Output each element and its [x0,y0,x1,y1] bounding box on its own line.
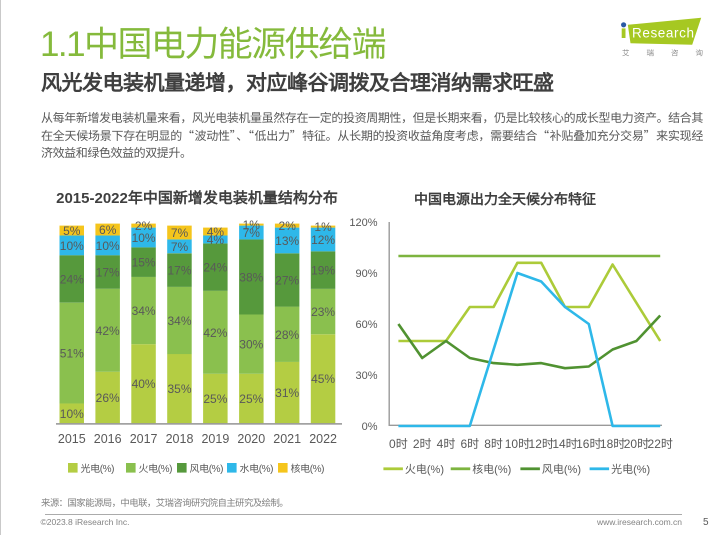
svg-text:水电(%): 水电(%) [240,460,274,475]
svg-text:18时: 18时 [600,435,625,452]
svg-text:7%: 7% [243,224,261,241]
svg-text:34%: 34% [132,302,156,319]
svg-text:28%: 28% [275,326,299,343]
svg-text:14时: 14时 [552,435,577,452]
svg-text:13%: 13% [275,232,299,249]
svg-text:2021: 2021 [273,428,301,447]
svg-text:10%: 10% [60,237,84,254]
svg-text:2019: 2019 [201,428,229,447]
svg-text:4%: 4% [207,231,225,248]
svg-text:24%: 24% [60,271,84,288]
svg-text:2015: 2015 [58,428,86,447]
svg-text:30%: 30% [355,367,377,383]
svg-text:15%: 15% [132,254,156,271]
svg-text:1%: 1% [243,216,261,233]
svg-text:2017: 2017 [130,428,158,447]
svg-text:2时: 2时 [413,435,432,452]
svg-text:60%: 60% [355,316,377,332]
svg-text:45%: 45% [311,370,335,387]
svg-text:40%: 40% [132,375,156,392]
svg-text:22时: 22时 [648,435,673,452]
svg-text:34%: 34% [167,312,191,329]
svg-text:10%: 10% [132,229,156,246]
svg-text:17%: 17% [167,262,191,279]
svg-text:19%: 19% [311,262,335,279]
svg-text:42%: 42% [96,322,120,339]
svg-text:8时: 8时 [484,435,503,452]
svg-text:5%: 5% [63,222,81,239]
svg-text:7%: 7% [171,224,189,241]
svg-text:6%: 6% [99,221,117,238]
svg-text:2018: 2018 [166,428,194,447]
svg-text:30%: 30% [239,336,263,353]
svg-text:12%: 12% [311,231,335,248]
svg-text:火电(%): 火电(%) [139,460,173,475]
svg-text:核电(%): 核电(%) [472,461,511,477]
svg-text:风电(%): 风电(%) [542,461,581,477]
svg-text:26%: 26% [96,389,120,406]
svg-text:4时: 4时 [437,435,456,452]
svg-text:51%: 51% [60,345,84,362]
svg-text:16时: 16时 [576,435,601,452]
svg-text:10%: 10% [60,405,84,422]
svg-text:10时: 10时 [505,435,530,452]
svg-text:20时: 20时 [624,435,649,452]
svg-text:风电(%): 风电(%) [190,460,224,475]
svg-text:2%: 2% [279,217,297,234]
svg-text:17%: 17% [96,264,120,281]
svg-text:24%: 24% [203,259,227,276]
svg-text:90%: 90% [355,265,377,281]
svg-text:2%: 2% [135,217,153,234]
svg-text:42%: 42% [203,324,227,341]
svg-text:0%: 0% [362,418,378,434]
svg-text:2016: 2016 [94,428,122,447]
svg-text:120%: 120% [349,214,377,230]
svg-text:核电(%): 核电(%) [291,460,325,475]
svg-text:23%: 23% [311,303,335,320]
svg-text:2022: 2022 [309,428,337,447]
svg-text:2020: 2020 [237,428,265,447]
svg-text:27%: 27% [275,271,299,288]
svg-text:1%: 1% [314,218,332,235]
svg-text:10%: 10% [96,237,120,254]
svg-text:25%: 25% [239,390,263,407]
svg-text:31%: 31% [275,384,299,401]
svg-text:0时: 0时 [389,435,408,452]
svg-text:38%: 38% [239,269,263,286]
svg-text:6时: 6时 [460,435,479,452]
svg-text:4%: 4% [207,223,225,240]
svg-text:光电(%): 光电(%) [81,460,115,475]
svg-text:Research: Research [632,25,694,40]
svg-text:7%: 7% [171,238,189,255]
svg-text:25%: 25% [203,390,227,407]
svg-text:火电(%): 火电(%) [405,461,444,477]
svg-text:12时: 12时 [529,435,554,452]
svg-text:35%: 35% [167,380,191,397]
svg-text:艾瑞咨询: 艾瑞咨询 [622,48,704,59]
svg-text:光电(%): 光电(%) [611,461,650,477]
